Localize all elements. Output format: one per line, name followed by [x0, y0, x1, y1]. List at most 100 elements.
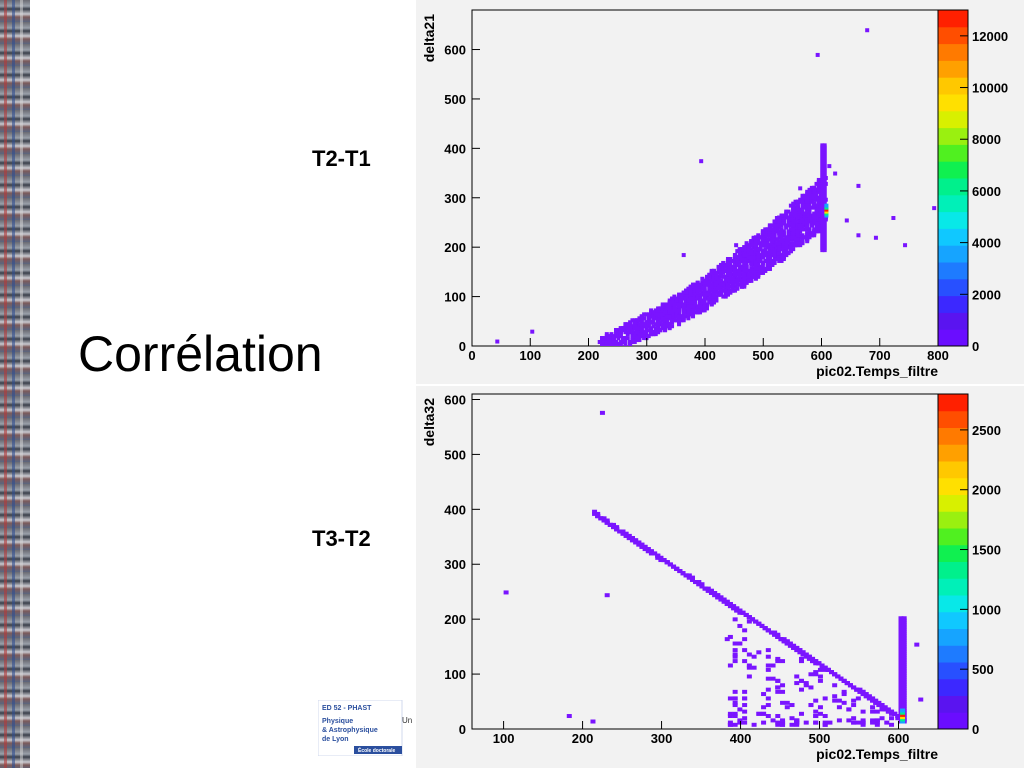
- data-cell: [656, 308, 661, 313]
- data-cell: [889, 722, 895, 727]
- data-cell: [763, 253, 768, 258]
- data-cell: [686, 304, 691, 309]
- data-cell: [772, 258, 777, 263]
- data-cell: [737, 718, 743, 723]
- data-cell: [802, 205, 807, 210]
- data-cell: [590, 719, 596, 724]
- y-tick-label: 0: [459, 722, 466, 737]
- data-cell: [714, 290, 719, 295]
- data-cell: [751, 245, 756, 250]
- data-cell: [816, 221, 821, 226]
- data-cell: [660, 316, 665, 321]
- data-cell: [851, 703, 857, 708]
- colorbar-cell: [938, 295, 968, 313]
- data-cell: [639, 334, 644, 339]
- data-cell: [646, 322, 651, 327]
- data-cell: [780, 722, 786, 727]
- y-axis-label: delta32: [421, 398, 437, 446]
- data-cell: [820, 143, 825, 148]
- data-cell: [780, 689, 786, 694]
- data-cell: [684, 314, 689, 319]
- data-cell: [621, 336, 626, 341]
- data-cell: [798, 656, 804, 661]
- data-cell: [653, 330, 658, 335]
- data-cell: [672, 296, 677, 301]
- data-cell: [866, 694, 872, 699]
- colorbar-cell: [938, 77, 968, 95]
- data-cell: [639, 328, 644, 333]
- data-cell: [898, 622, 904, 627]
- data-cell: [751, 258, 756, 263]
- data-cell: [635, 318, 640, 323]
- data-cell: [780, 683, 786, 688]
- data-cell: [813, 709, 819, 714]
- data-cell: [901, 647, 907, 652]
- data-cell: [898, 677, 904, 682]
- data-cell: [793, 209, 798, 214]
- data-cell: [735, 268, 740, 273]
- data-cell: [784, 253, 789, 258]
- data-cell: [739, 257, 744, 262]
- data-cell: [632, 338, 637, 343]
- data-cell: [767, 255, 772, 260]
- data-cell: [901, 655, 907, 660]
- data-cell: [737, 278, 742, 283]
- data-cell: [609, 336, 614, 341]
- data-cell: [693, 298, 698, 303]
- data-cell: [800, 239, 805, 244]
- data-cell: [739, 266, 744, 271]
- data-cell: [901, 620, 907, 625]
- data-cell: [775, 685, 781, 690]
- data-cell: [876, 703, 882, 708]
- data-cell: [679, 314, 684, 319]
- data-cell: [841, 689, 847, 694]
- data-cell: [718, 595, 724, 600]
- data-cell: [786, 209, 791, 214]
- data-cell: [791, 643, 797, 648]
- data-cell: [737, 707, 743, 712]
- data-cell: [677, 308, 682, 313]
- data-cell: [670, 300, 675, 305]
- data-cell: [789, 703, 795, 708]
- data-cell: [737, 249, 742, 254]
- data-cell: [709, 270, 714, 275]
- data-cell: [656, 324, 661, 329]
- data-cell: [623, 336, 628, 341]
- logo-university-partial: Un: [402, 716, 413, 725]
- colorbar-cell: [938, 312, 968, 330]
- data-cell: [626, 533, 632, 538]
- data-cell: [637, 336, 642, 341]
- data-cell: [705, 302, 709, 307]
- x-tick-label: 300: [636, 348, 658, 363]
- data-cell: [721, 266, 726, 271]
- data-cell: [857, 689, 863, 694]
- data-cell: [786, 217, 791, 222]
- data-cell: [737, 266, 742, 271]
- data-cell: [648, 549, 654, 554]
- data-cell: [723, 294, 728, 299]
- data-cell: [765, 696, 771, 701]
- data-cell: [800, 652, 806, 657]
- data-cell: [718, 270, 723, 275]
- data-cell: [898, 644, 904, 649]
- data-cell: [691, 292, 696, 297]
- data-cell: [901, 651, 907, 656]
- data-cell: [901, 671, 907, 676]
- data-cell: [788, 227, 793, 232]
- data-cell: [725, 290, 730, 295]
- data-cell: [761, 711, 767, 716]
- data-cell: [798, 209, 803, 214]
- data-cell: [727, 711, 733, 716]
- data-cell: [863, 692, 869, 697]
- data-cell: [788, 235, 793, 240]
- data-cell: [791, 235, 796, 240]
- data-cell: [765, 227, 770, 232]
- data-cell: [646, 314, 651, 319]
- data-cell: [856, 233, 861, 238]
- data-cell: [732, 722, 738, 727]
- data-cell: [898, 616, 904, 621]
- colorbar-cell: [938, 511, 968, 529]
- data-cell: [616, 336, 621, 341]
- data-cell: [723, 268, 728, 273]
- x-tick-label: 400: [694, 348, 716, 363]
